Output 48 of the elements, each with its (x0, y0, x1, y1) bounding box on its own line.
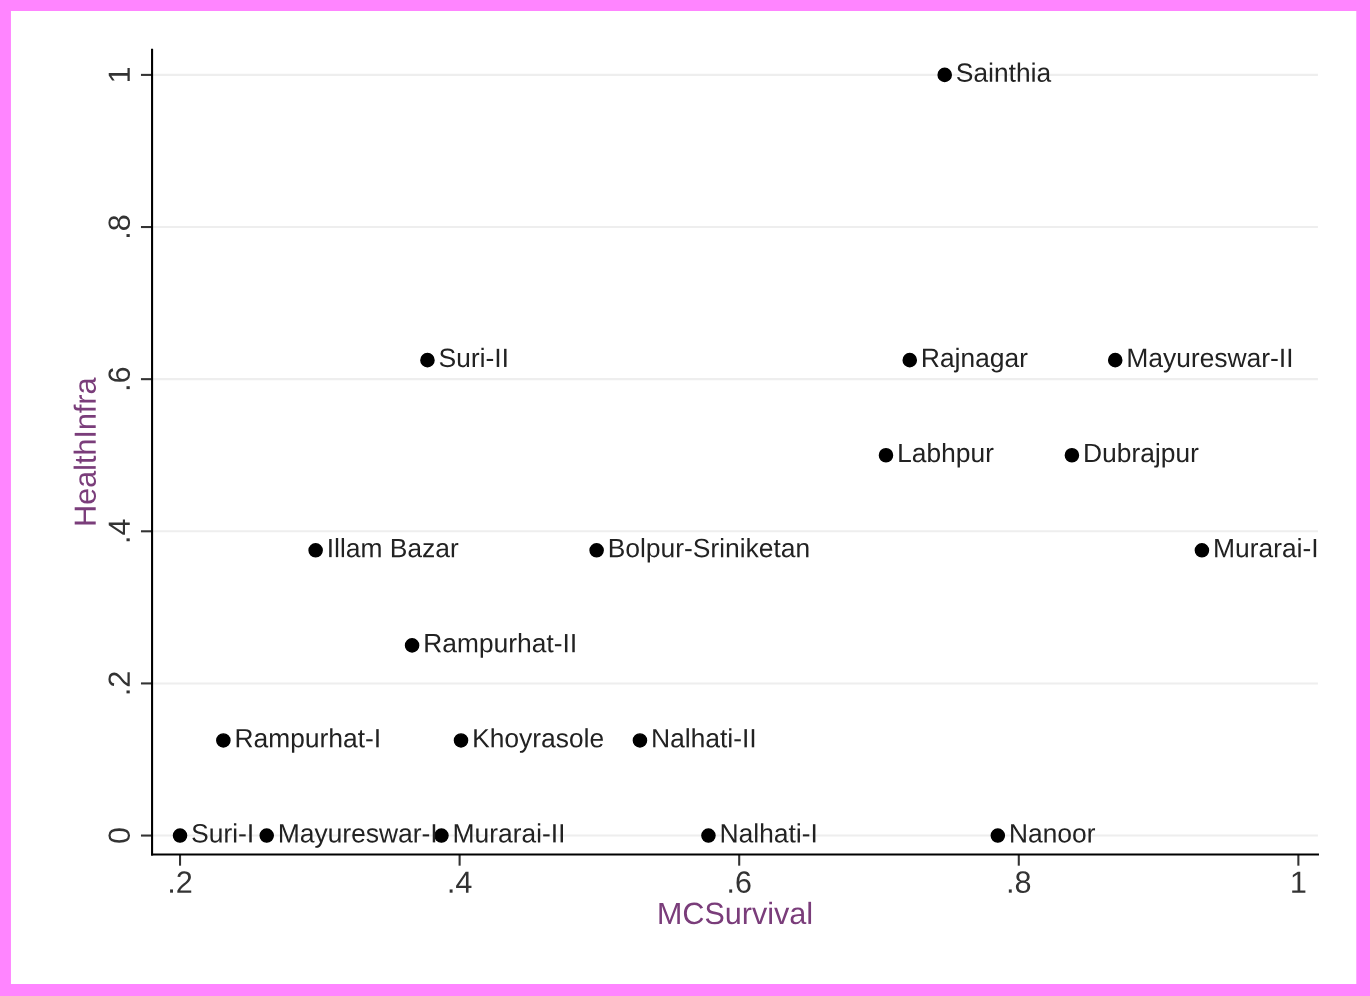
point (878, 447, 894, 463)
x-tick-label: 1 (1292, 871, 1306, 893)
x-tick-label: .6 (729, 871, 751, 893)
point (1107, 352, 1123, 368)
point (453, 733, 469, 748)
point (216, 733, 231, 748)
annotation: Dubrajpur (1085, 442, 1199, 468)
annotation: Mayureswar-I (279, 824, 436, 848)
annotation: Bolpur-Sriniketan (609, 538, 809, 563)
y-tick-label: .4 (108, 519, 130, 542)
annotation: Nanoor (1011, 824, 1096, 843)
annotation: Labhpur (899, 442, 994, 468)
point (937, 67, 952, 83)
point (172, 828, 188, 843)
annotation: Rampurhat-I (236, 728, 379, 753)
y-tick-label: 0 (108, 828, 131, 843)
point (404, 638, 420, 653)
y-axis-title: HealthInfra (73, 377, 97, 525)
point (701, 828, 716, 843)
annotation: Rampurhat-II (425, 633, 575, 658)
x-tick-label: .2 (170, 871, 192, 893)
annotation: Nalhati-I (721, 823, 816, 843)
y-tick-label: .8 (108, 215, 131, 237)
annotation: Nalhati-II (653, 728, 755, 748)
annotation: Sainthia (957, 62, 1052, 82)
x-tick-label: .4 (449, 871, 472, 893)
annotation: Khoyrasole (474, 728, 603, 753)
point (990, 828, 1006, 843)
point (259, 828, 274, 843)
annotation: Suri-I (192, 823, 252, 843)
x-tick-label: .8 (1008, 871, 1031, 893)
point (420, 352, 435, 368)
x-axis-title: MCSurvival (659, 901, 812, 925)
y-tick-label: .2 (108, 672, 130, 694)
point (308, 543, 323, 558)
point (1064, 447, 1080, 463)
annotation: Murarai-II (454, 823, 564, 843)
point (589, 543, 604, 558)
y-tick-label: 1 (108, 67, 130, 82)
annotation: Illam Bazar (329, 538, 459, 558)
point (632, 733, 648, 748)
annotation: Mayureswar-II (1128, 348, 1292, 373)
point (902, 352, 918, 368)
y-tick-label: .6 (108, 367, 131, 390)
annotation: Rajnagar (923, 347, 1028, 373)
annotation: Murarai-I (1215, 538, 1317, 558)
point (1194, 543, 1210, 558)
annotation: Suri-II (439, 347, 507, 368)
